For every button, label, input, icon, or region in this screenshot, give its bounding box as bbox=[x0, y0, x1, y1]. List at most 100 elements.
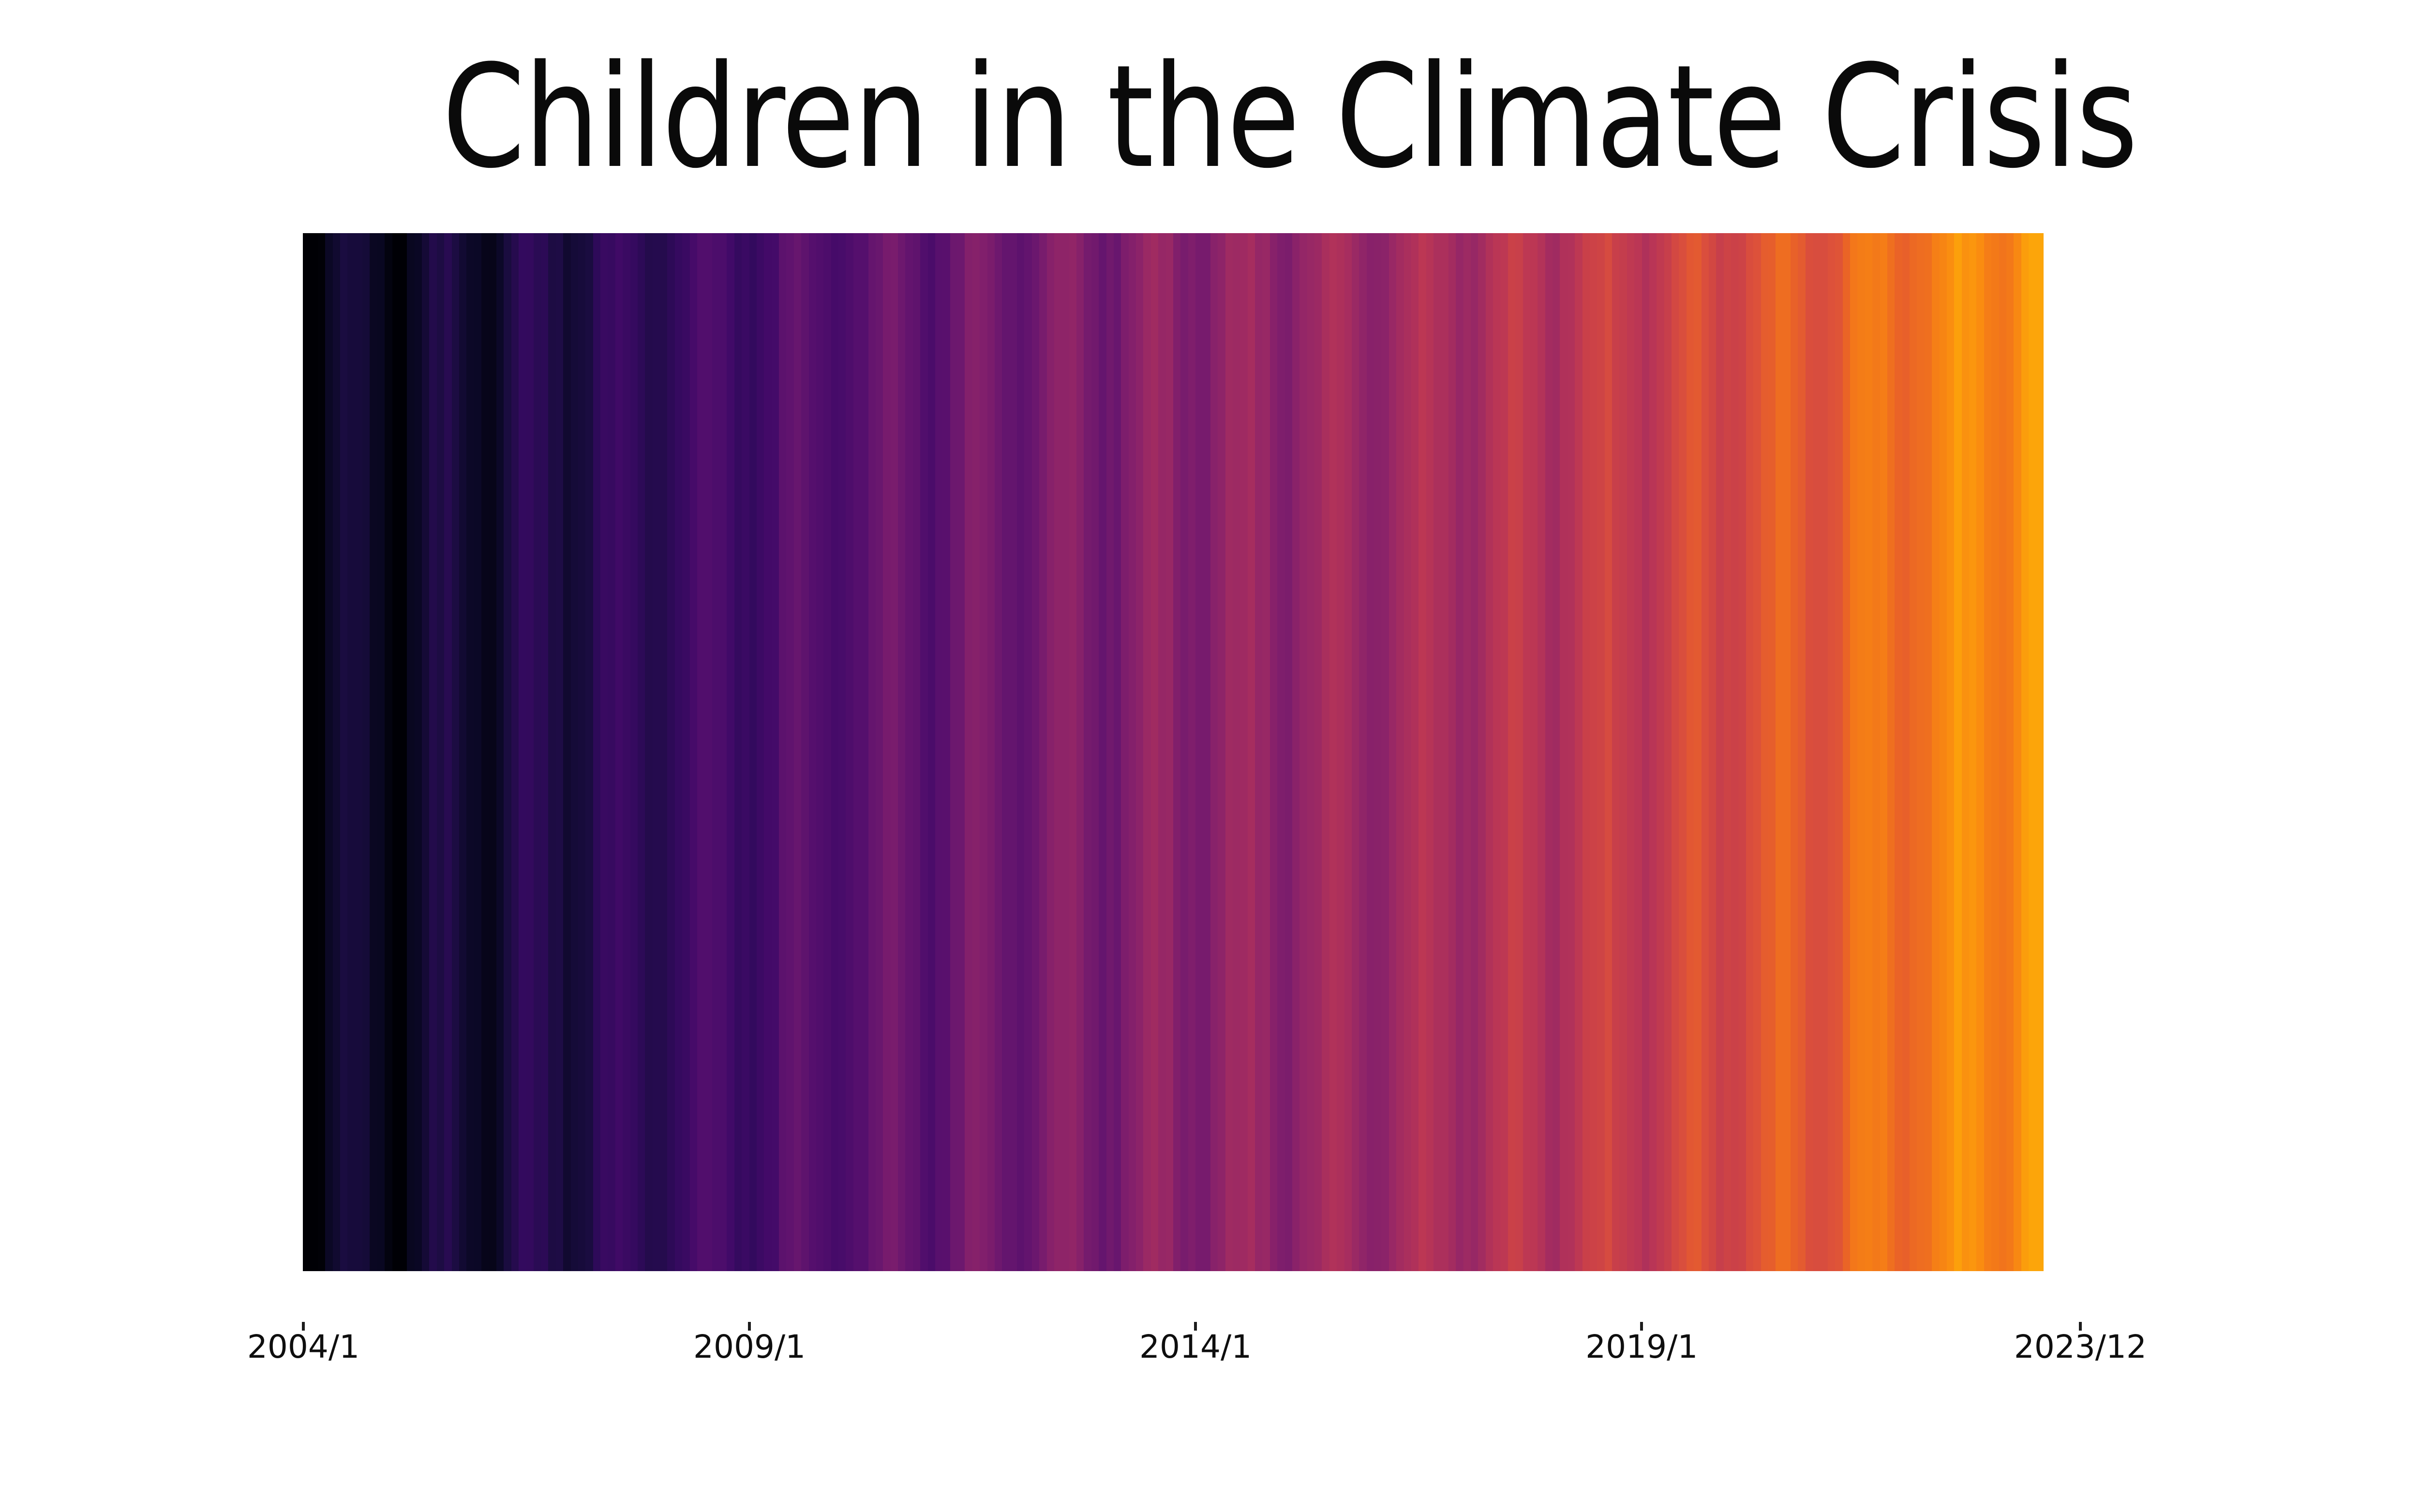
stripe-month bbox=[541, 233, 549, 1271]
stripe-month bbox=[1099, 233, 1106, 1271]
stripe-month bbox=[1597, 233, 1605, 1271]
stripe-month bbox=[838, 233, 846, 1271]
stripe-month bbox=[489, 233, 496, 1271]
stripe-month bbox=[451, 233, 459, 1271]
stripe-month bbox=[444, 233, 452, 1271]
x-axis-tick-label: 2019/1 bbox=[1585, 1328, 1698, 1365]
stripe-month bbox=[1612, 233, 1620, 1271]
stripe-month bbox=[712, 233, 719, 1271]
x-axis-tick bbox=[1640, 1322, 1643, 1331]
stripe-month bbox=[1039, 233, 1047, 1271]
stripe-month bbox=[987, 233, 995, 1271]
stripe-month bbox=[935, 233, 943, 1271]
stripe-month bbox=[332, 233, 340, 1271]
stripe-month bbox=[1567, 233, 1575, 1271]
stripe-month bbox=[1046, 233, 1054, 1271]
stripe-month bbox=[823, 233, 831, 1271]
stripe-month bbox=[905, 233, 913, 1271]
stripe-month bbox=[623, 233, 630, 1271]
stripe-month bbox=[1649, 233, 1657, 1271]
stripe-month bbox=[927, 233, 935, 1271]
stripe-month bbox=[980, 233, 987, 1271]
stripe-month bbox=[1404, 233, 1411, 1271]
stripe-month bbox=[1269, 233, 1278, 1271]
stripe-month bbox=[898, 233, 906, 1271]
stripe-month bbox=[779, 233, 787, 1271]
stripe-month bbox=[429, 233, 437, 1271]
stripe-month bbox=[1292, 233, 1300, 1271]
stripe-month bbox=[1381, 233, 1389, 1271]
stripe-month bbox=[1619, 233, 1627, 1271]
stripe-month bbox=[1664, 233, 1672, 1271]
stripe-month bbox=[399, 233, 407, 1271]
stripe-month bbox=[392, 233, 400, 1271]
stripe-month bbox=[1225, 233, 1233, 1271]
stripe-month bbox=[1761, 233, 1768, 1271]
stripe-month bbox=[1917, 233, 1925, 1271]
stripe-month bbox=[1426, 233, 1433, 1271]
stripe-month bbox=[1106, 233, 1114, 1271]
stripe-month bbox=[1299, 233, 1307, 1271]
stripe-month bbox=[1456, 233, 1463, 1271]
stripe-month bbox=[593, 233, 600, 1271]
stripe-month bbox=[1128, 233, 1136, 1271]
stripe-month bbox=[1723, 233, 1731, 1271]
stripe-month bbox=[1374, 233, 1382, 1271]
stripe-month bbox=[1240, 233, 1248, 1271]
stripe-month bbox=[1783, 233, 1791, 1271]
stripe-month bbox=[1493, 233, 1501, 1271]
stripe-month bbox=[831, 233, 838, 1271]
stripe-month bbox=[1136, 233, 1144, 1271]
x-axis-tick bbox=[748, 1322, 751, 1331]
stripe-month bbox=[808, 233, 816, 1271]
stripe-month bbox=[1880, 233, 1887, 1271]
stripe-month bbox=[786, 233, 794, 1271]
stripe-month bbox=[674, 233, 683, 1271]
stripe-month bbox=[1842, 233, 1850, 1271]
stripe-month bbox=[942, 233, 950, 1271]
stripe-month bbox=[1999, 233, 2006, 1271]
stripe-month bbox=[370, 233, 377, 1271]
stripe-month bbox=[1366, 233, 1374, 1271]
stripe-month bbox=[1329, 233, 1337, 1271]
stripe-month bbox=[1091, 233, 1099, 1271]
stripe-month bbox=[1143, 233, 1151, 1271]
x-axis-tick bbox=[1194, 1322, 1197, 1331]
stripe-month bbox=[1113, 233, 1121, 1271]
stripe-month bbox=[1515, 233, 1523, 1271]
stripe-month bbox=[1865, 233, 1873, 1271]
stripe-month bbox=[1589, 233, 1598, 1271]
stripe-month bbox=[1716, 233, 1724, 1271]
stripe-month bbox=[1686, 233, 1694, 1271]
stripe-month bbox=[1560, 233, 1568, 1271]
stripe-month bbox=[1121, 233, 1129, 1271]
stripe-month bbox=[1954, 233, 1962, 1271]
stripe-month bbox=[1165, 233, 1173, 1271]
stripe-month bbox=[801, 233, 809, 1271]
stripe-month bbox=[1337, 233, 1344, 1271]
stripe-month bbox=[965, 233, 972, 1271]
stripe-month bbox=[1835, 233, 1843, 1271]
stripe-month bbox=[846, 233, 853, 1271]
stripe-month bbox=[1180, 233, 1188, 1271]
stripe-month bbox=[1485, 233, 1493, 1271]
stripe-month bbox=[637, 233, 645, 1271]
stripe-month bbox=[1984, 233, 1992, 1271]
stripe-month bbox=[950, 233, 957, 1271]
stripe-month bbox=[1827, 233, 1836, 1271]
stripe-month bbox=[861, 233, 868, 1271]
stripe-month bbox=[1396, 233, 1404, 1271]
stripe-month bbox=[563, 233, 571, 1271]
stripe-month bbox=[466, 233, 474, 1271]
stripe-month bbox=[652, 233, 660, 1271]
stripe-month bbox=[615, 233, 623, 1271]
stripe-month bbox=[756, 233, 764, 1271]
stripe-month bbox=[1939, 233, 1947, 1271]
stripe-month bbox=[1344, 233, 1352, 1271]
stripe-month bbox=[1188, 233, 1195, 1271]
stripe-month bbox=[1076, 233, 1084, 1271]
stripe-month bbox=[1247, 233, 1255, 1271]
stripe-month bbox=[347, 233, 355, 1271]
stripe-month bbox=[1768, 233, 1776, 1271]
stripe-month bbox=[1857, 233, 1865, 1271]
